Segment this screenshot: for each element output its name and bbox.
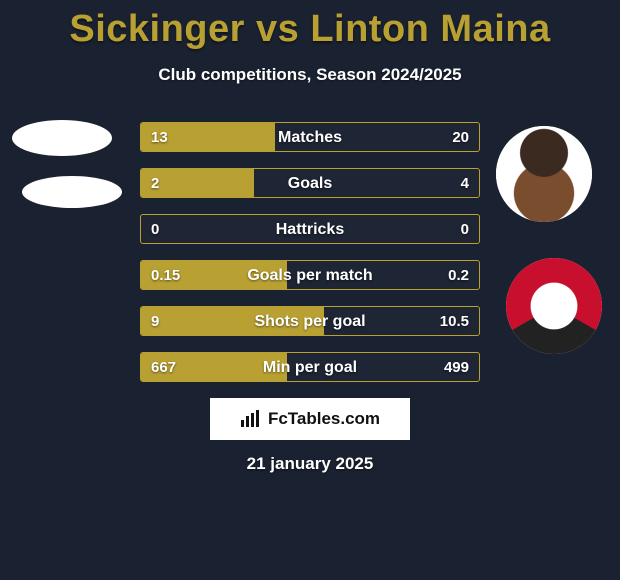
stat-value-right: 20 — [452, 123, 469, 152]
stat-value-right: 0 — [461, 215, 469, 244]
stat-row: Hattricks0 0 — [140, 214, 480, 244]
date-label: 21 january 2025 — [0, 454, 620, 474]
player-left-avatar-1 — [12, 120, 112, 156]
player-left-avatar-2 — [22, 176, 122, 208]
stat-label: Shots per goal — [141, 307, 479, 336]
stat-value-left: 9 — [151, 307, 159, 336]
stat-row: Matches13 20 — [140, 122, 480, 152]
chart-icon — [240, 410, 262, 428]
stat-row: Min per goal667 499 — [140, 352, 480, 382]
stat-value-left: 2 — [151, 169, 159, 198]
page-title: Sickinger vs Linton Maina — [0, 0, 620, 51]
stat-row: Shots per goal9 10.5 — [140, 306, 480, 336]
stat-row: Goals per match0.15 0.2 — [140, 260, 480, 290]
stat-value-left: 0 — [151, 215, 159, 244]
stat-label: Hattricks — [141, 215, 479, 244]
stat-value-right: 0.2 — [448, 261, 469, 290]
stat-value-right: 10.5 — [440, 307, 469, 336]
stat-row: Goals2 4 — [140, 168, 480, 198]
stat-label: Min per goal — [141, 353, 479, 382]
brand-badge: FcTables.com — [210, 398, 410, 440]
stat-value-left: 0.15 — [151, 261, 180, 290]
stat-value-right: 4 — [461, 169, 469, 198]
subtitle: Club competitions, Season 2024/2025 — [0, 65, 620, 85]
stat-value-left: 667 — [151, 353, 176, 382]
stat-label: Goals per match — [141, 261, 479, 290]
player-right-club-logo — [506, 258, 602, 354]
stat-value-right: 499 — [444, 353, 469, 382]
stat-value-left: 13 — [151, 123, 168, 152]
player-right-avatar — [496, 126, 592, 222]
comparison-chart: Matches13 20 Goals2 4 Hattricks0 0 Goals per m… — [140, 122, 480, 398]
stat-label: Matches — [141, 123, 479, 152]
brand-text: FcTables.com — [268, 409, 380, 429]
stat-label: Goals — [141, 169, 479, 198]
